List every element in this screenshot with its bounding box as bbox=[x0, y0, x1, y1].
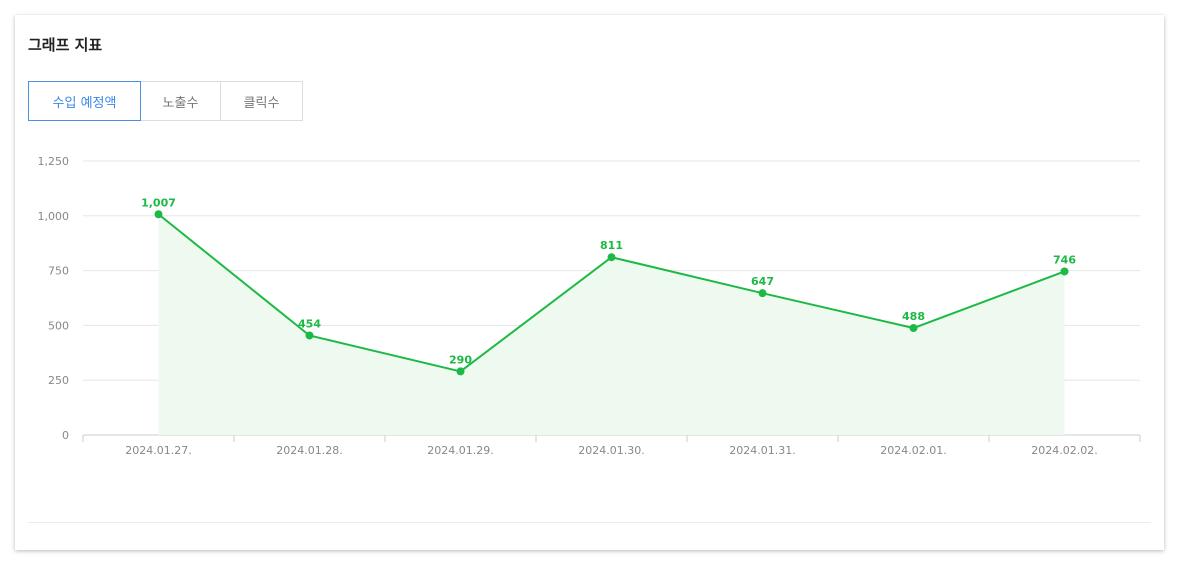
tab-clicks[interactable]: 클릭수 bbox=[220, 81, 303, 121]
x-tick-label: 2024.01.30. bbox=[578, 444, 644, 457]
data-point bbox=[154, 210, 163, 219]
x-tick-label: 2024.02.02. bbox=[1031, 444, 1097, 457]
data-label: 746 bbox=[1053, 253, 1076, 266]
card-bottom-divider bbox=[28, 522, 1151, 523]
x-tick-label: 2024.01.29. bbox=[427, 444, 493, 457]
data-label: 1,007 bbox=[141, 196, 176, 209]
graph-metrics-card: 그래프 지표 수입 예정액 노출수 클릭수 0 250 500 750 1,000 1,2… bbox=[15, 15, 1164, 550]
x-tick-label: 2024.01.31. bbox=[729, 444, 795, 457]
metric-tabs: 수입 예정액 노출수 클릭수 bbox=[28, 81, 303, 121]
data-point bbox=[607, 253, 616, 262]
data-label: 488 bbox=[902, 310, 925, 323]
data-label: 647 bbox=[751, 275, 774, 288]
data-label: 290 bbox=[449, 353, 472, 366]
y-tick-label: 500 bbox=[48, 319, 69, 332]
x-tick-label: 2024.01.28. bbox=[276, 444, 342, 457]
x-tick-label: 2024.01.27. bbox=[125, 444, 191, 457]
data-point bbox=[909, 324, 918, 333]
card-title: 그래프 지표 bbox=[28, 36, 103, 54]
y-tick-label: 0 bbox=[62, 429, 69, 442]
series-area bbox=[158, 214, 1065, 435]
y-tick-label: 1,000 bbox=[38, 210, 70, 223]
y-tick-label: 750 bbox=[48, 265, 69, 278]
data-point bbox=[305, 331, 314, 340]
data-point bbox=[758, 289, 767, 298]
revenue-line-chart: 0 250 500 750 1,000 1,250 2024.01.27. 2024.01.2… bbox=[38, 155, 1141, 457]
data-label: 454 bbox=[298, 317, 321, 330]
data-point bbox=[1060, 267, 1069, 276]
data-point bbox=[456, 367, 465, 376]
tab-expected-revenue[interactable]: 수입 예정액 bbox=[28, 81, 141, 121]
data-label: 811 bbox=[600, 239, 623, 252]
x-tick-label: 2024.02.01. bbox=[880, 444, 946, 457]
y-tick-label: 1,250 bbox=[38, 155, 70, 168]
y-tick-label: 250 bbox=[48, 374, 69, 387]
